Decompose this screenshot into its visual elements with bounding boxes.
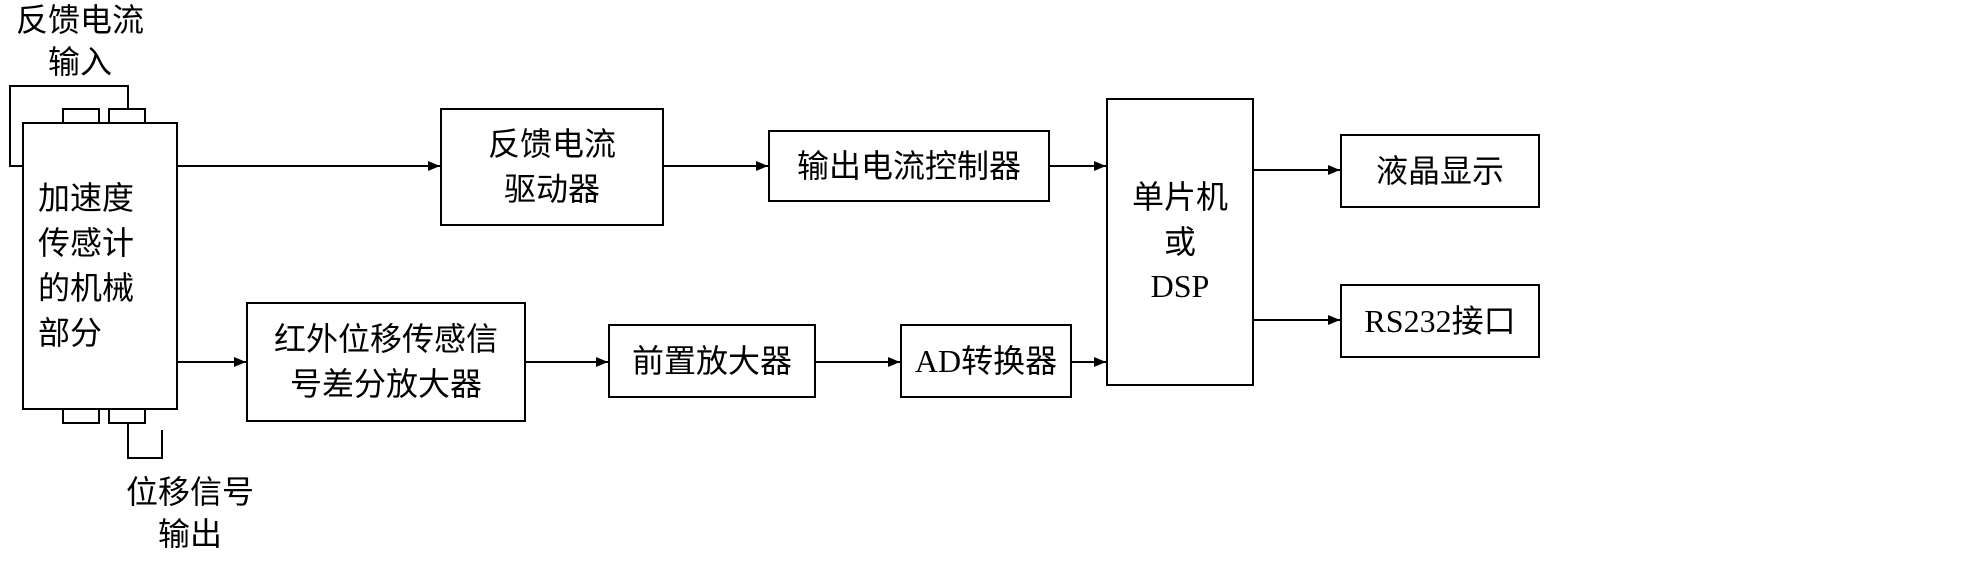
arrows-svg bbox=[0, 0, 1967, 586]
mcu-text: 单片机或DSP bbox=[1132, 175, 1228, 309]
ir-amp-block: 红外位移传感信号差分放大器 bbox=[246, 302, 526, 422]
feedback-input-label: 反馈电流输入 bbox=[0, 0, 160, 83]
terminal-bot-2 bbox=[108, 408, 146, 424]
terminal-top-2 bbox=[108, 108, 146, 124]
lcd-text: 液晶显示 bbox=[1376, 149, 1504, 194]
mcu-block: 单片机或DSP bbox=[1106, 98, 1254, 386]
adc-block: AD转换器 bbox=[900, 324, 1072, 398]
rs232-text: RS232接口 bbox=[1364, 299, 1515, 344]
feedback-driver-block: 反馈电流驱动器 bbox=[440, 108, 664, 226]
preamp-text: 前置放大器 bbox=[632, 339, 792, 384]
output-controller-text: 输出电流控制器 bbox=[797, 144, 1021, 189]
feedback-driver-text: 反馈电流驱动器 bbox=[488, 122, 616, 212]
sensor-mechanical-block: 加速度传感计的机械部分 bbox=[22, 122, 178, 410]
lcd-block: 液晶显示 bbox=[1340, 134, 1540, 208]
displacement-output-label: 位移信号输出 bbox=[100, 472, 280, 555]
output-controller-block: 输出电流控制器 bbox=[768, 130, 1050, 202]
adc-text: AD转换器 bbox=[915, 339, 1057, 384]
preamp-block: 前置放大器 bbox=[608, 324, 816, 398]
ir-amp-text: 红外位移传感信号差分放大器 bbox=[274, 317, 498, 407]
rs232-block: RS232接口 bbox=[1340, 284, 1540, 358]
terminal-top-1 bbox=[62, 108, 100, 124]
sensor-mechanical-text: 加速度传感计的机械部分 bbox=[38, 176, 134, 355]
terminal-bot-1 bbox=[62, 408, 100, 424]
